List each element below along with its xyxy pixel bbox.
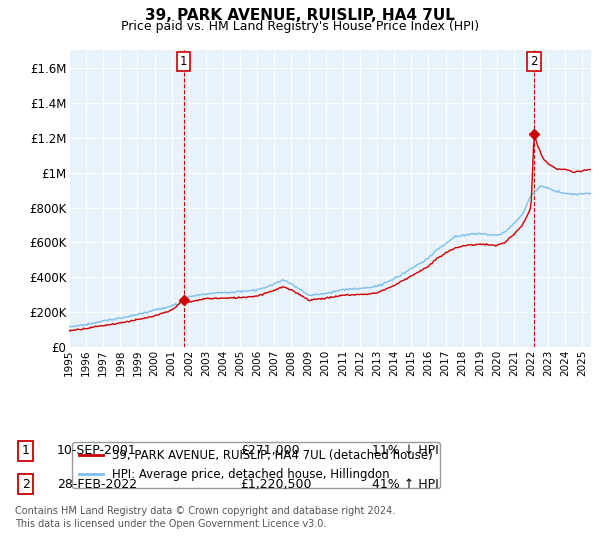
Text: 1: 1: [180, 55, 187, 68]
Text: £1,220,500: £1,220,500: [240, 478, 311, 491]
Text: Contains HM Land Registry data © Crown copyright and database right 2024.
This d: Contains HM Land Registry data © Crown c…: [15, 506, 395, 529]
Text: 41% ↑ HPI: 41% ↑ HPI: [372, 478, 439, 491]
Text: 2: 2: [530, 55, 538, 68]
Text: 1: 1: [22, 444, 30, 458]
Text: Price paid vs. HM Land Registry's House Price Index (HPI): Price paid vs. HM Land Registry's House …: [121, 20, 479, 33]
Text: 2: 2: [22, 478, 30, 491]
Legend: 39, PARK AVENUE, RUISLIP, HA4 7UL (detached house), HPI: Average price, detached: 39, PARK AVENUE, RUISLIP, HA4 7UL (detac…: [72, 442, 440, 488]
Text: 11% ↓ HPI: 11% ↓ HPI: [372, 444, 439, 458]
Text: £271,000: £271,000: [240, 444, 299, 458]
Text: 10-SEP-2001: 10-SEP-2001: [57, 444, 137, 458]
Text: 39, PARK AVENUE, RUISLIP, HA4 7UL: 39, PARK AVENUE, RUISLIP, HA4 7UL: [145, 8, 455, 24]
Text: 28-FEB-2022: 28-FEB-2022: [57, 478, 137, 491]
